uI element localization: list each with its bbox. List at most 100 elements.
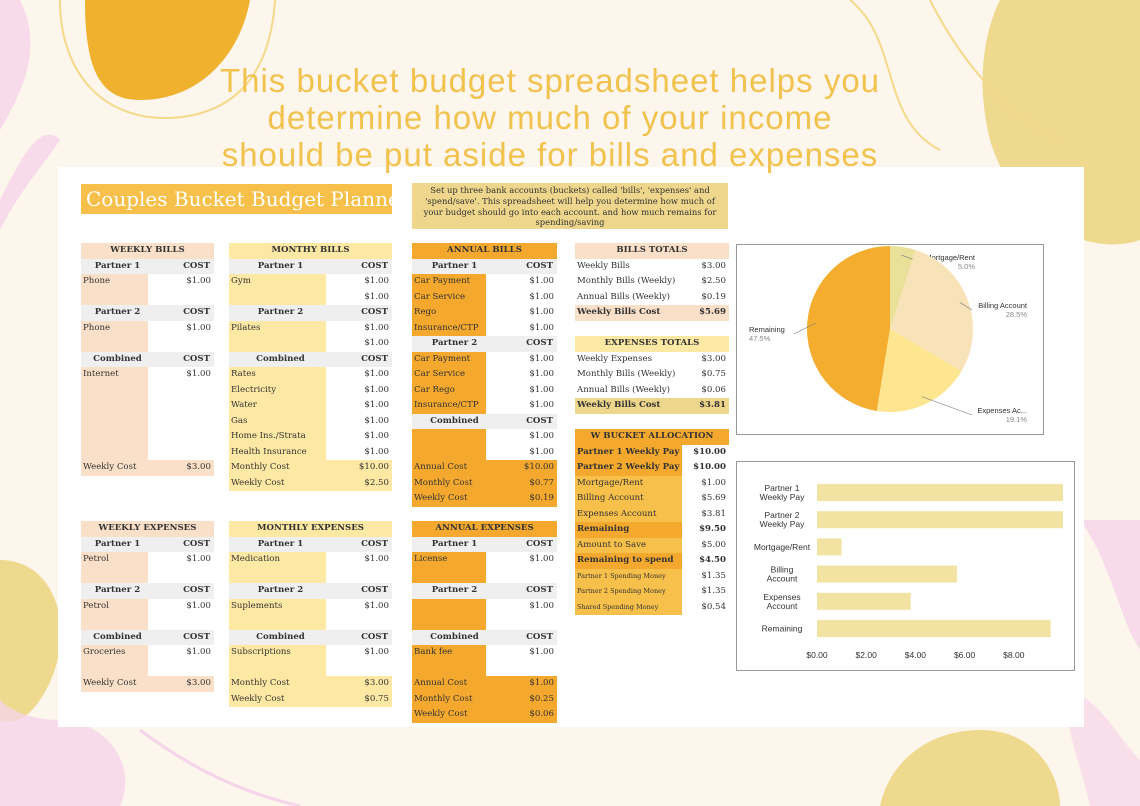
table-title: MONTHY BILLS <box>229 243 392 259</box>
item-label: Petrol <box>81 598 148 614</box>
item-label: Subscriptions <box>229 645 326 661</box>
allocation-row: Partner 1 Weekly Pay $10.00 <box>575 444 729 460</box>
item-row: Petrol $1.00 <box>81 552 214 568</box>
allocation-label: Partner 2 Weekly Pay <box>575 460 682 476</box>
item-row: $1.00 <box>229 289 392 305</box>
x-tick-label: $4.00 <box>905 650 927 660</box>
item-label: Weekly Bills Cost <box>577 307 661 317</box>
total-label: Annual Cost <box>414 462 468 472</box>
item-label <box>81 398 148 414</box>
item-label: Gas <box>229 413 326 429</box>
item-label <box>81 336 148 352</box>
item-value: $5.69 <box>699 307 726 317</box>
allocation-value: $1.35 <box>701 586 726 596</box>
total-row: Weekly Cost $0.06 <box>412 707 557 723</box>
total-value: $0.75 <box>364 693 389 704</box>
item-cost: $1.00 <box>186 276 211 286</box>
pie-leader-line <box>793 322 816 335</box>
item-label <box>229 660 326 676</box>
item-cost: $1.00 <box>364 554 389 564</box>
blank-row <box>81 567 214 583</box>
item-row: Bank fee $1.00 <box>412 645 557 661</box>
total-row: Weekly Cost $2.50 <box>229 475 392 491</box>
pie-chart-panel: Mortgage/Rent 5.0% Billing Account 28.5% Exp… <box>736 244 1044 435</box>
item-cost: $1.00 <box>529 600 554 611</box>
total-row: Weekly Cost $3.00 <box>81 676 214 692</box>
section-subheader: Partner 1 COST <box>81 536 214 552</box>
item-cost: $1.00 <box>186 647 211 657</box>
item-label <box>412 444 486 460</box>
total-value: $0.77 <box>529 477 554 488</box>
bar-category-label: Billing <box>771 565 794 575</box>
table-title: ANNUAL BILLS <box>412 243 557 259</box>
total-value: $2.50 <box>364 477 389 488</box>
item-row: License $1.00 <box>412 552 557 568</box>
item-label <box>229 336 326 352</box>
bar-category-label: Mortgage/Rent <box>754 542 811 552</box>
allocation-label: Mortgage/Rent <box>575 475 682 491</box>
item-label <box>81 413 148 429</box>
item-cost: $1.00 <box>186 369 211 379</box>
item-cost: $1.00 <box>364 276 389 286</box>
total-value: $3.00 <box>364 678 389 688</box>
item-cost: $1.00 <box>364 415 389 426</box>
item-row: $1.00 <box>229 336 392 352</box>
item-label <box>81 567 148 583</box>
bar-category-label: Account <box>767 574 798 584</box>
bar <box>817 592 911 610</box>
blank-row <box>412 567 557 583</box>
table-title: EXPENSES TOTALS <box>575 336 729 352</box>
x-tick-label: $2.00 <box>856 650 878 660</box>
pie-slice-percent: 47.5% <box>749 334 771 343</box>
item-label <box>81 614 148 630</box>
allocation-row: Remaining $9.50 <box>575 522 729 538</box>
item-label <box>412 567 486 583</box>
item-cost: $1.00 <box>364 384 389 395</box>
item-cost: $1.00 <box>364 322 389 333</box>
item-row: Phone $1.00 <box>81 320 214 336</box>
item-label: Car Service <box>412 367 486 383</box>
total-row: Annual Cost $10.00 <box>412 460 557 476</box>
section-label: Combined <box>430 631 479 642</box>
section-subheader: Partner 2 COST <box>81 583 214 599</box>
item-cost: $1.00 <box>364 647 389 657</box>
item-row: Groceries $1.00 <box>81 645 214 661</box>
headline-line-3: should be put aside for bills and expens… <box>221 136 879 173</box>
headline: This bucket budget spreadsheet helps you… <box>150 62 950 173</box>
allocation-row: Partner 2 Weekly Pay $10.00 <box>575 460 729 476</box>
total-value: $3.00 <box>186 462 211 472</box>
total-row: Weekly Cost $0.19 <box>412 491 557 507</box>
section-label: Combined <box>256 631 305 642</box>
cost-heading: COST <box>183 585 210 595</box>
item-row: Insurance/CTP $1.00 <box>412 320 557 336</box>
bills-totals-table: BILLS TOTALS Weekly Bills $3.00 Monthly Bil… <box>575 243 729 321</box>
total-value: $0.19 <box>529 493 554 503</box>
cost-heading: COST <box>183 353 210 364</box>
allocation-value: $3.81 <box>701 508 726 519</box>
item-cost: $1.00 <box>529 322 554 333</box>
bar-category-label: Partner 1 <box>765 483 800 493</box>
allocation-row: Shared Spending Money $0.54 <box>575 599 729 615</box>
expenses-totals-table: EXPENSES TOTALS Weekly Expenses $3.00 Month… <box>575 336 729 414</box>
item-value: $3.00 <box>701 260 726 271</box>
item-label: Rego <box>412 305 486 321</box>
item-cost: $1.00 <box>529 647 554 657</box>
item-row: Car Service $1.00 <box>412 289 557 305</box>
allocation-label: Partner 1 Spending Money <box>575 568 682 584</box>
item-cost: $1.00 <box>364 446 389 457</box>
item-label: Car Service <box>412 289 486 305</box>
item-cost: $1.00 <box>529 446 554 457</box>
allocation-label: Remaining <box>575 522 682 538</box>
section-subheader: Partner 1 COST <box>412 536 557 552</box>
item-label <box>412 614 486 630</box>
item-label: Rates <box>229 367 326 383</box>
cost-heading: COST <box>361 307 388 317</box>
blank-row <box>81 336 214 352</box>
pie-slice-3 <box>876 329 962 412</box>
blank-row <box>81 413 214 429</box>
bar <box>817 620 1051 637</box>
item-row: Medication $1.00 <box>229 552 392 568</box>
bar <box>817 538 842 556</box>
section-label: Partner 2 <box>94 307 141 317</box>
section-label: Combined <box>430 415 479 426</box>
